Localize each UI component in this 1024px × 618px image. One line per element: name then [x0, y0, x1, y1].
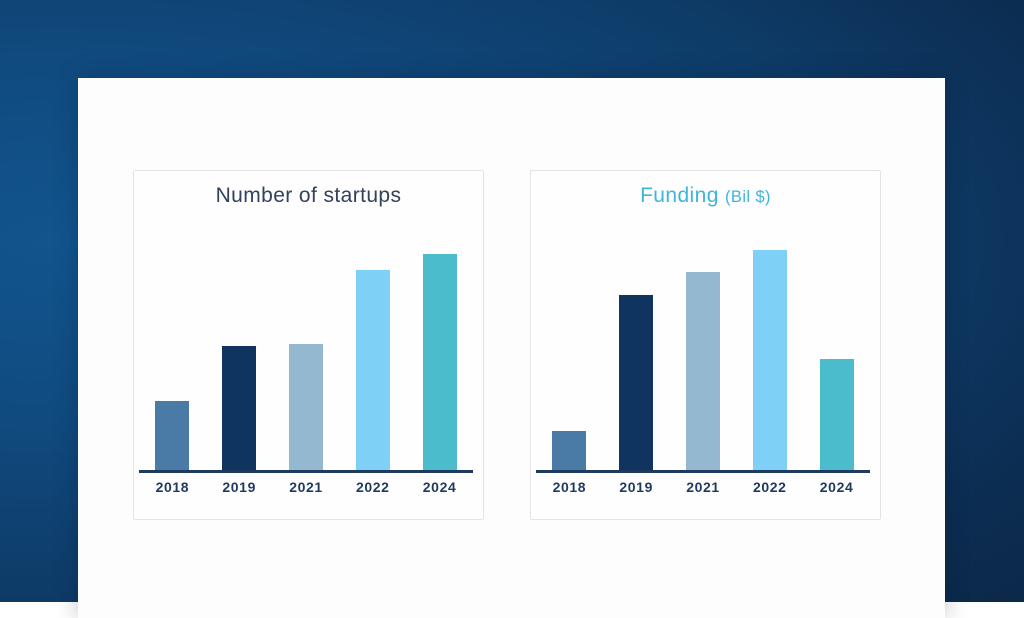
funding-plot-area	[536, 250, 870, 473]
bar-2018	[155, 401, 190, 470]
funding-x-axis-labels: 2018 2019 2021 2022 2024	[536, 479, 870, 495]
chart-title-text: Number of startups	[215, 184, 402, 207]
slide-background: Number of startups 2018 2019 2021 2022 2024 …	[0, 0, 1024, 602]
x-axis-label-2018: 2018	[552, 479, 587, 495]
startups-plot-area	[139, 254, 473, 473]
chart-title-funding: Funding (Bil $)	[531, 184, 880, 208]
x-axis-label-2019: 2019	[222, 479, 256, 495]
bar-2021	[685, 272, 720, 470]
bar-2024	[422, 254, 457, 470]
x-axis-label-2019: 2019	[619, 479, 653, 495]
x-axis-label-2021: 2021	[289, 479, 323, 495]
slide-card: Number of startups 2018 2019 2021 2022 2024 …	[78, 78, 945, 618]
bar-2018	[552, 431, 587, 470]
chart-panel-funding: Funding (Bil $) 2018 2019 2021 2022 2024	[530, 170, 881, 520]
chart-title-text: Funding	[640, 184, 719, 207]
bar-2019	[619, 295, 654, 470]
x-axis-label-2022: 2022	[356, 479, 390, 495]
chart-panel-number-of-startups: Number of startups 2018 2019 2021 2022 2024	[133, 170, 484, 520]
bar-2022	[752, 250, 787, 470]
bar-2024	[819, 359, 854, 470]
bar-2019	[222, 346, 257, 470]
x-axis-label-2024: 2024	[819, 479, 854, 495]
x-axis-label-2021: 2021	[686, 479, 720, 495]
chart-title-suffix: (Bil $)	[725, 188, 771, 206]
x-axis-label-2022: 2022	[753, 479, 787, 495]
bar-2022	[355, 270, 390, 470]
x-axis-label-2018: 2018	[155, 479, 190, 495]
x-axis-label-2024: 2024	[422, 479, 457, 495]
startups-x-axis-labels: 2018 2019 2021 2022 2024	[139, 479, 473, 495]
bar-2021	[288, 344, 323, 470]
chart-title-startups: Number of startups	[134, 184, 483, 208]
